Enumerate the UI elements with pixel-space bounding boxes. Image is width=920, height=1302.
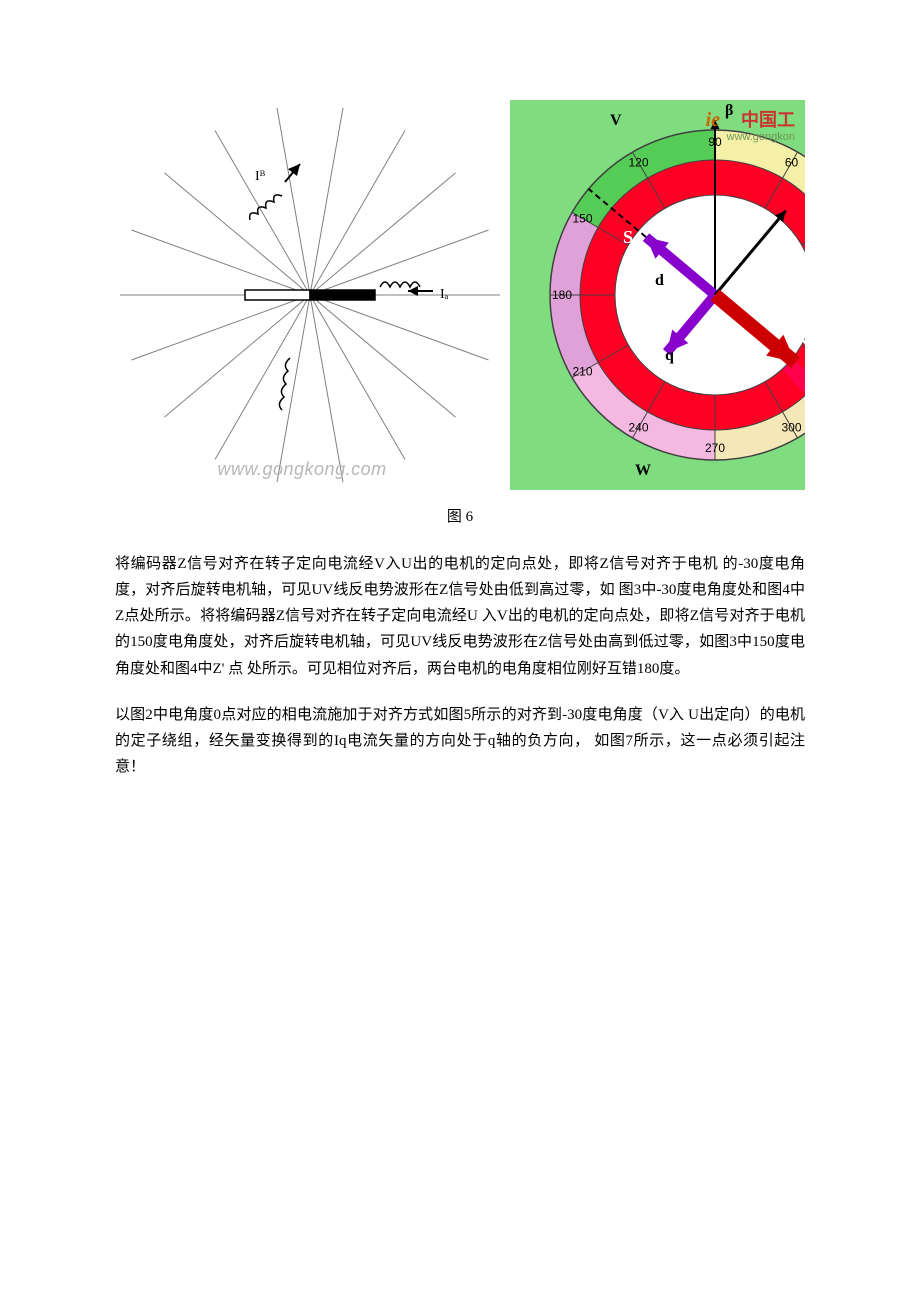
figure-caption: 图 6 [115,505,805,531]
figure-right-diagram: 906030330300270240210180150120 βVWdqSN i… [510,100,805,490]
svg-text:180: 180 [552,288,572,302]
svg-text:270: 270 [705,441,725,455]
label-ia: Iₐ [440,287,449,302]
label-ib: Iᴮ [255,169,266,184]
paragraph-2: 以图2中电角度0点对应的相电流施加于对齐方式如图5所示的对齐到-30度电角度（V… [115,702,805,781]
svg-text:90: 90 [708,135,722,149]
svg-text:q: q [665,347,674,364]
svg-text:150: 150 [572,212,592,226]
logo-sub: www.gongkon [727,128,796,147]
logo-ie: ie [706,103,720,137]
svg-text:V: V [610,112,622,129]
svg-text:240: 240 [628,421,648,435]
svg-text:60: 60 [785,155,799,169]
svg-text:N: N [795,329,805,349]
svg-text:W: W [635,462,651,479]
figure-left-diagram: Iₐ Iᴮ www.gongkong.com [115,100,510,490]
svg-text:120: 120 [628,155,648,169]
figure-container: Iₐ Iᴮ www.gongkong.com [115,100,805,490]
svg-text:β: β [725,102,733,119]
svg-text:210: 210 [572,365,592,379]
svg-text:300: 300 [781,421,801,435]
watermark-left: www.gongkong.com [218,454,387,485]
svg-text:d: d [655,272,664,289]
paragraph-1: 将编码器Z信号对齐在转子定向电流经V入U出的电机的定向点处，即将Z信号对齐于电机… [115,551,805,682]
svg-text:S: S [623,227,633,247]
